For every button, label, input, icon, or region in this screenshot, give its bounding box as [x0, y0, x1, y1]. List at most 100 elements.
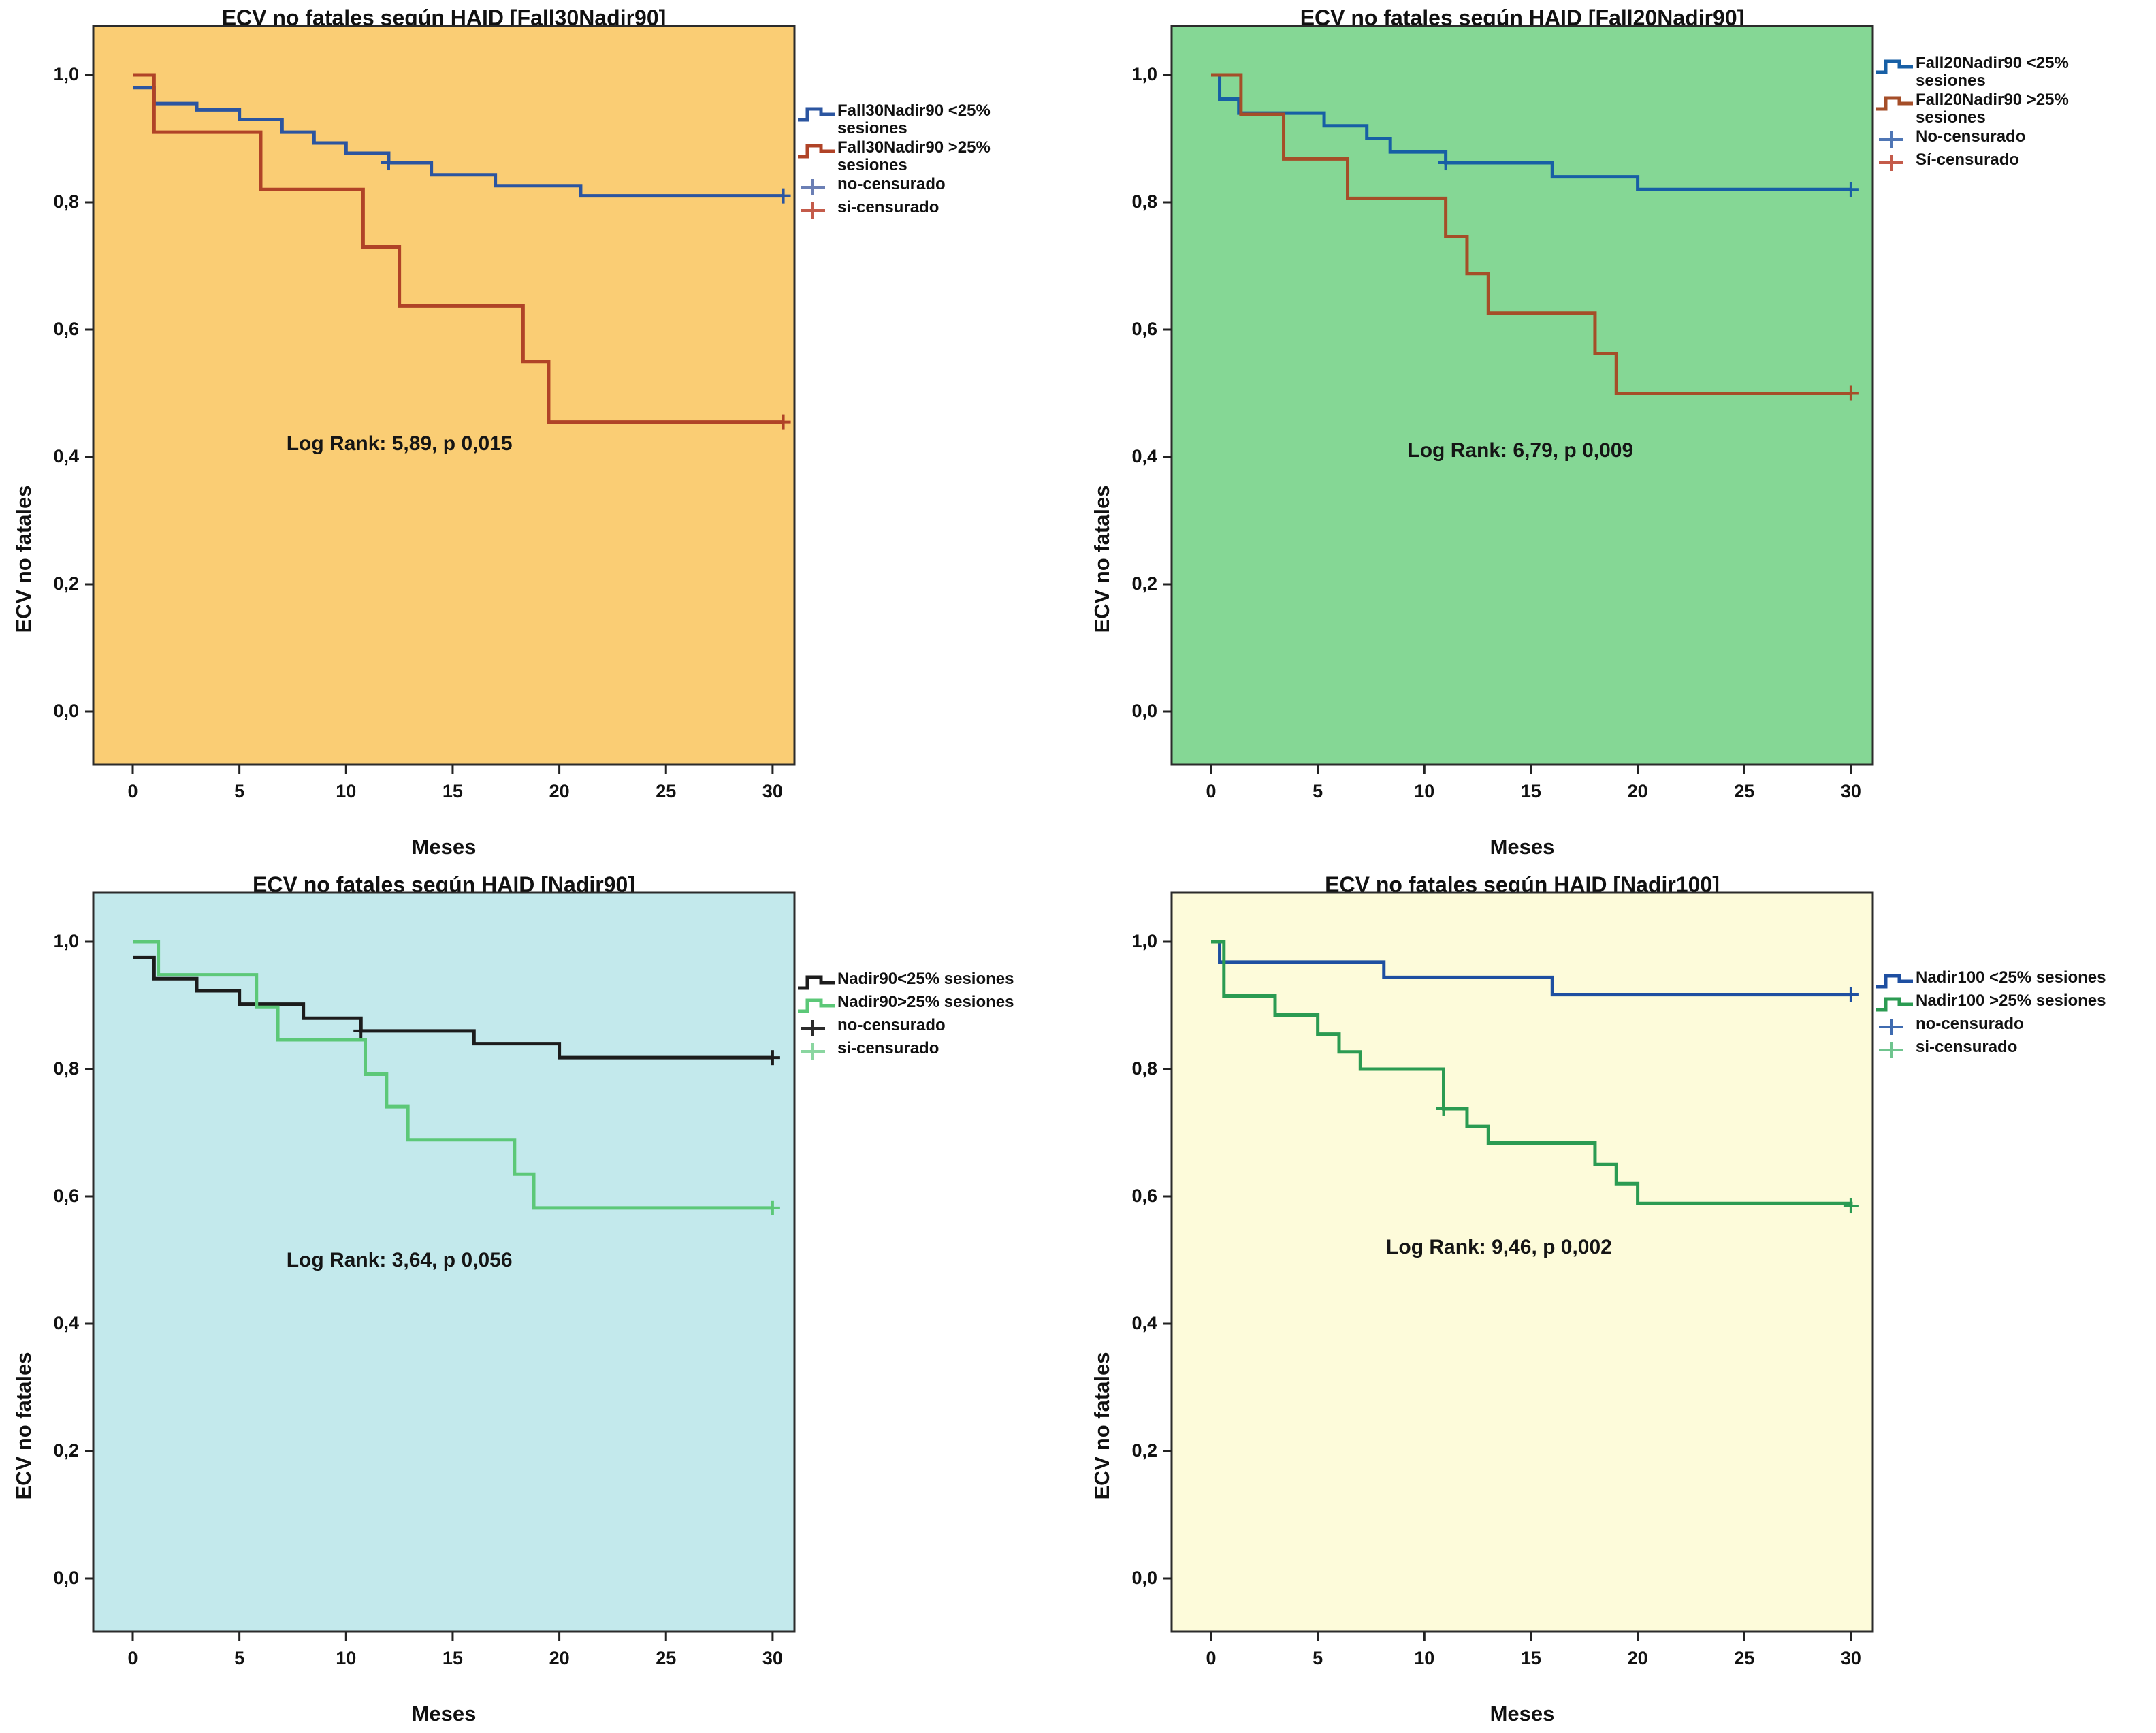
plot-area: [1170, 25, 1874, 766]
y-axis-label: ECV no fatales: [12, 485, 35, 633]
censor-mark: [775, 414, 791, 430]
legend-label: Nadir90<25% sesiones: [837, 970, 1014, 988]
km-plot: [85, 891, 796, 1641]
legend: Fall30Nadir90 <25% sesiones Fall30Nadir90…: [798, 102, 1073, 222]
censor-mark: [1843, 385, 1859, 401]
panel-fall20nadir90: ECV no fatales según HAID [Fall20Nadir90…: [1078, 0, 2156, 866]
y-axis-label: ECV no fatales: [12, 1352, 35, 1500]
legend-plus-icon: [801, 178, 825, 195]
x-tick-label: 15: [1520, 781, 1541, 801]
y-axis-label: ECV no fatales: [1090, 1352, 1114, 1500]
km-curve: [1211, 940, 1851, 997]
y-tick-label: 0,0: [1131, 701, 1157, 721]
y-tick-label: 0,8: [1131, 191, 1157, 212]
legend-item: Nadir100 >25% sesiones: [1876, 992, 2151, 1014]
y-tick-label: 0,2: [1131, 573, 1157, 594]
legend-plus-icon: [1879, 154, 1903, 171]
y-tick-label: 1,0: [53, 64, 79, 84]
x-tick-label: 20: [549, 781, 570, 801]
x-axis-label: Meses: [411, 1702, 477, 1726]
legend-item: Fall20Nadir90 >25% sesiones: [1876, 91, 2151, 127]
legend-step-icon: [798, 107, 835, 122]
legend-item: Sí-censurado: [1876, 150, 2151, 173]
censor-mark: [381, 155, 396, 171]
log-rank-annotation: Log Rank: 9,46, p 0,002: [1386, 1235, 1612, 1258]
y-tick-label: 0,8: [53, 191, 79, 212]
y-tick-label: 0,2: [1131, 1440, 1157, 1461]
x-tick-label: 30: [762, 781, 783, 801]
x-axis-label: Meses: [411, 835, 477, 859]
censor-mark: [775, 188, 791, 204]
log-rank-annotation: Log Rank: 6,79, p 0,009: [1407, 439, 1634, 462]
legend-step-icon: [1876, 974, 1913, 989]
y-tick-label: 0,0: [53, 701, 79, 721]
legend-plus-icon: [1879, 1019, 1903, 1035]
legend-item: si-censurado: [1876, 1038, 2151, 1060]
km-curve: [1211, 73, 1851, 395]
log-rank-annotation: Log Rank: 3,64, p 0,056: [286, 1248, 513, 1271]
legend-label: si-censurado: [837, 197, 939, 217]
y-tick-label: 0,4: [1131, 1313, 1157, 1333]
x-tick-label: 15: [1520, 1648, 1541, 1668]
y-tick-label: 0,0: [53, 1568, 79, 1588]
legend-plus-icon: [801, 1020, 825, 1036]
legend-item: si-censurado: [798, 197, 1073, 221]
x-tick-label: 20: [1627, 781, 1648, 801]
legend: Nadir90<25% sesiones Nadir90>25% sesiones…: [798, 970, 1073, 1063]
legend-item: no-censurado: [798, 1017, 1073, 1038]
y-tick-label: 0,8: [1131, 1058, 1157, 1079]
censor-mark: [1843, 1198, 1859, 1214]
km-plot: [1163, 891, 1874, 1641]
legend-label: Nadir100 >25% sesiones: [1916, 991, 2106, 1010]
x-tick-label: 25: [1734, 1648, 1755, 1668]
legend-plus-icon: [1879, 1042, 1903, 1058]
legend-item: Fall30Nadir90 >25% sesiones: [798, 138, 1073, 174]
legend-label: Nadir100 <25% sesiones: [1916, 968, 2106, 987]
legend-step-icon: [798, 975, 835, 990]
x-tick-label: 0: [1206, 781, 1217, 801]
log-rank-annotation: Log Rank: 5,89, p 0,015: [286, 432, 513, 456]
x-tick-label: 25: [1734, 781, 1755, 801]
legend-label: Fall30Nadir90 <25% sesiones: [837, 101, 991, 138]
censor-mark: [1843, 182, 1859, 197]
legend-label: Nadir90>25% sesiones: [837, 993, 1014, 1011]
legend-item: Nadir100 <25% sesiones: [1876, 969, 2151, 991]
legend-label: Fall30Nadir90 >25% sesiones: [837, 138, 991, 174]
legend-item: Fall20Nadir90 <25% sesiones: [1876, 54, 2151, 90]
legend-item: Fall30Nadir90 <25% sesiones: [798, 102, 1073, 138]
censor-mark: [765, 1050, 780, 1066]
legend-step-icon: [1876, 96, 1913, 111]
legend-item: Nadir90<25% sesiones: [798, 970, 1073, 992]
km-plot: [85, 25, 796, 774]
x-tick-label: 0: [1206, 1648, 1217, 1668]
censor-mark: [1438, 155, 1453, 171]
x-tick-label: 0: [127, 1648, 138, 1668]
legend-item: Nadir90>25% sesiones: [798, 993, 1073, 1015]
y-tick-label: 0,6: [1131, 1186, 1157, 1206]
legend-step-icon: [1876, 997, 1913, 1012]
km-curve: [133, 955, 773, 1060]
legend-plus-icon: [801, 202, 825, 219]
legend-label: Fall20Nadir90 >25% sesiones: [1916, 90, 2069, 127]
legend: Fall20Nadir90 <25% sesiones Fall20Nadir90…: [1876, 54, 2151, 174]
x-tick-label: 30: [1840, 1648, 1861, 1668]
y-tick-label: 0,4: [53, 446, 79, 466]
x-tick-label: 15: [442, 1648, 463, 1668]
x-tick-label: 25: [656, 1648, 677, 1668]
x-tick-label: 10: [1414, 1648, 1435, 1668]
plot-area: [92, 891, 796, 1633]
censor-mark: [353, 1023, 369, 1038]
y-axis-label: ECV no fatales: [1090, 485, 1114, 633]
y-tick-label: 1,0: [1131, 931, 1157, 951]
legend: Nadir100 <25% sesiones Nadir100 >25% sesi…: [1876, 969, 2151, 1062]
km-curve: [1211, 73, 1851, 191]
x-axis-label: Meses: [1490, 1702, 1555, 1726]
censor-mark: [1436, 1100, 1451, 1116]
km-curve: [133, 940, 773, 1210]
legend-label: Fall20Nadir90 <25% sesiones: [1916, 54, 2069, 90]
y-tick-label: 1,0: [1131, 64, 1157, 84]
y-tick-label: 0,8: [53, 1058, 79, 1079]
km-plot: [1163, 25, 1874, 774]
y-tick-label: 0,4: [53, 1313, 79, 1333]
y-tick-label: 0,6: [1131, 319, 1157, 339]
